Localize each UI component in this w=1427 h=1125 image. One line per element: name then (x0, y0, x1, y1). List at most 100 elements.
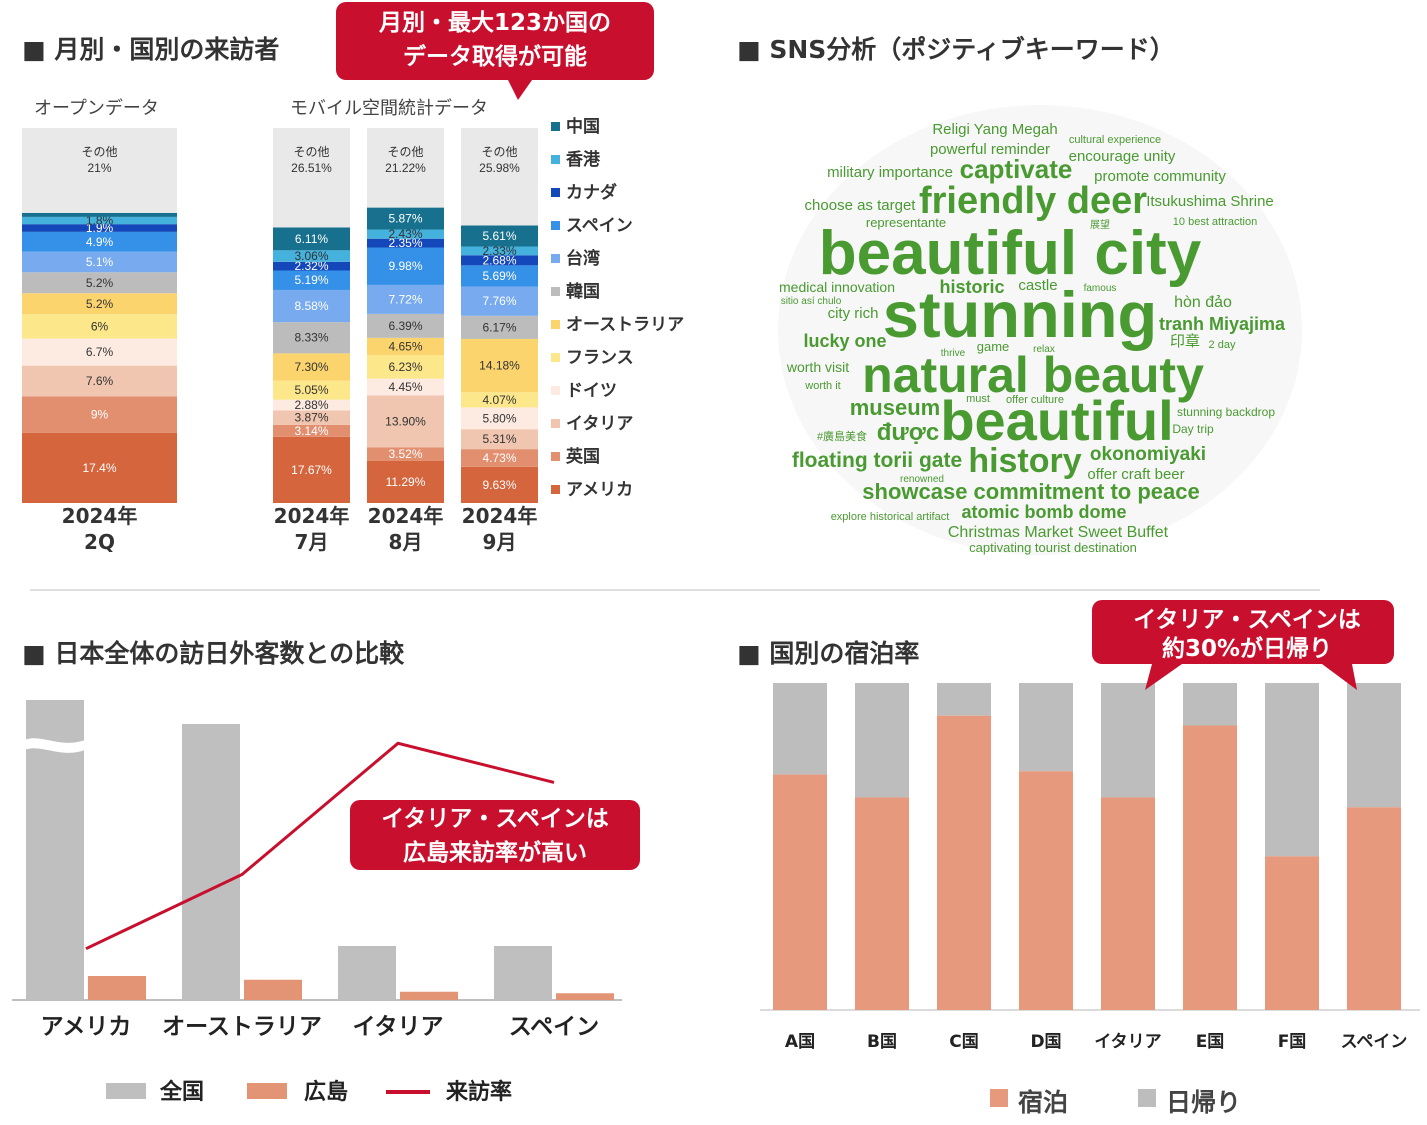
legend-swatch-national (106, 1083, 146, 1099)
bar-segment-香港 (22, 216, 177, 225)
legend-label: 宿泊 (1018, 1088, 1068, 1117)
bar-segment-label: 9.63% (482, 478, 516, 492)
word-cloud-word: okonomiyaki (1090, 444, 1206, 465)
word-cloud-word: castle (1018, 277, 1057, 294)
x-label-year: 2024年 (274, 504, 350, 528)
x-category-label: D国 (1030, 1032, 1061, 1052)
open-data-label: オープンデータ (34, 98, 159, 119)
bar-segment-label: 9% (91, 408, 109, 422)
stay-rate-chart: A国 B国 C国 D国 イタリア E国 F国 スペイン (760, 683, 1420, 1052)
bar-segment-label: 7.6% (86, 374, 114, 388)
word-cloud-word: tranh Miyajima (1159, 314, 1286, 334)
comparison-legend: 全国 広島 来訪率 (106, 1079, 512, 1105)
word-cloud-word: Christmas Market Sweet Buffet (948, 524, 1169, 541)
bar-segment-label: 6.7% (86, 345, 114, 359)
bar-segment-台湾 (367, 284, 444, 314)
x-label-period: 7月 (295, 530, 329, 554)
bar-segment-label: 5.69% (482, 269, 516, 283)
bar-segment-label: 7.30% (294, 360, 328, 374)
bar-segment-オーストラリア (367, 337, 444, 356)
legend-label: 日帰り (1166, 1088, 1241, 1117)
stay-callout: イタリア・スペインは 約30%が日帰り (1092, 600, 1394, 690)
word-cloud-word: representante (866, 215, 946, 230)
bar-segment-オーストラリア (22, 293, 177, 315)
bar-segment-カナダ (367, 238, 444, 248)
bar-segment-label: 5.61% (482, 229, 516, 243)
legend-label: 英国 (566, 446, 600, 467)
bar-stay-F国 (1265, 856, 1319, 1010)
bar-segment-イタリア (461, 429, 538, 450)
compare-callout: イタリア・スペインは 広島来訪率が高い (350, 800, 640, 870)
x-category-label: イタリア (1094, 1032, 1161, 1052)
bar-segment-label: その他 (293, 145, 329, 159)
word-cloud-word: stunning backdrop (1177, 405, 1275, 419)
x-label-period: 2Q (84, 530, 115, 554)
legend-label: ドイツ (566, 381, 617, 401)
bar-segment-label: その他 (81, 145, 117, 159)
bar-segment-label: 2.33% (482, 244, 516, 258)
bar-segment-ドイツ (22, 338, 177, 366)
legend-swatch-フランス (551, 353, 560, 362)
bar-segment-オーストラリア (461, 338, 538, 393)
bar-segment-香港 (367, 229, 444, 239)
x-category-label: スペイン (509, 1014, 599, 1040)
monthly-callout: 月別・最大123か国の データ取得が可能 (336, 2, 654, 100)
word-cloud-word: choose as target (805, 197, 917, 214)
bar-segment-label: 5.2% (86, 297, 114, 311)
word-cloud-word: 印章 (1170, 332, 1200, 350)
x-label-year: 2024年 (62, 504, 138, 528)
bar-daytrip-F国 (1265, 683, 1319, 857)
bar-segment-label: 21.22% (385, 161, 426, 175)
word-cloud-word: offer craft beer (1087, 466, 1184, 483)
legend-label: アメリカ (566, 480, 633, 500)
legend-swatch-カナダ (551, 188, 560, 197)
legend-swatch-stay (990, 1089, 1008, 1107)
word-cloud-word: promote community (1094, 168, 1226, 185)
bar-segment-オーストラリア (273, 353, 350, 381)
bar-daytrip-D国 (1019, 683, 1073, 772)
stay-callout-line1: イタリア・スペインは (1133, 607, 1360, 633)
word-cloud-word: captivate (960, 154, 1073, 184)
word-cloud-word: Religi Yang Megah (932, 121, 1057, 138)
axis-break-mark (20, 738, 90, 753)
bar-segment-イタリア (273, 410, 350, 425)
x-category-label: イタリア (352, 1014, 443, 1040)
word-cloud-word: must (966, 393, 990, 405)
word-cloud-word: worth it (804, 380, 840, 392)
legend-swatch-オーストラリア (551, 320, 560, 329)
bar-segment-中国 (273, 227, 350, 251)
word-cloud-word: powerful reminder (930, 141, 1050, 158)
bar-segment-label: 4.65% (388, 340, 422, 354)
legend-label: 台湾 (566, 248, 600, 269)
stay-legend: 宿泊 日帰り (990, 1088, 1241, 1117)
bar-daytrip-B国 (855, 683, 909, 798)
word-cloud-word: Itsukushima Shrine (1146, 193, 1274, 210)
word-cloud-word: explore historical artifact (831, 511, 950, 523)
bar-segment-label: 7.76% (482, 294, 516, 308)
word-cloud-word: 2 day (1209, 339, 1236, 351)
x-label-period: 8月 (389, 530, 423, 554)
legend-swatch-韓国 (551, 287, 560, 296)
bar-segment-台湾 (22, 251, 177, 273)
word-cloud-word: showcase commitment to peace (862, 479, 1199, 504)
x-category-label: スペイン (1341, 1032, 1408, 1052)
legend-swatch-中国 (551, 122, 560, 131)
bar-segment-label: 21% (87, 161, 111, 175)
compare-callout-line1: イタリア・スペインは (381, 806, 608, 832)
bar-segment-label: 1.9% (86, 221, 114, 235)
legend-label: 韓国 (566, 281, 600, 302)
word-cloud-word: cultural experience (1069, 134, 1161, 146)
bar-segment-label: 7.72% (388, 292, 422, 306)
bar-segment-label: 1.8% (86, 214, 114, 228)
word-cloud-word: được (877, 419, 939, 446)
bar-segment-label: 17.67% (291, 463, 332, 477)
bar-segment-label: 9.98% (388, 259, 422, 273)
word-cloud-word: captivating tourist destination (969, 540, 1137, 555)
legend-swatch-台湾 (551, 254, 560, 263)
legend-swatch-イタリア (551, 419, 560, 428)
bar-segment-label: 4.07% (482, 393, 516, 407)
word-cloud-word: lucky one (803, 331, 886, 351)
bar-segment-その他 (461, 128, 538, 226)
